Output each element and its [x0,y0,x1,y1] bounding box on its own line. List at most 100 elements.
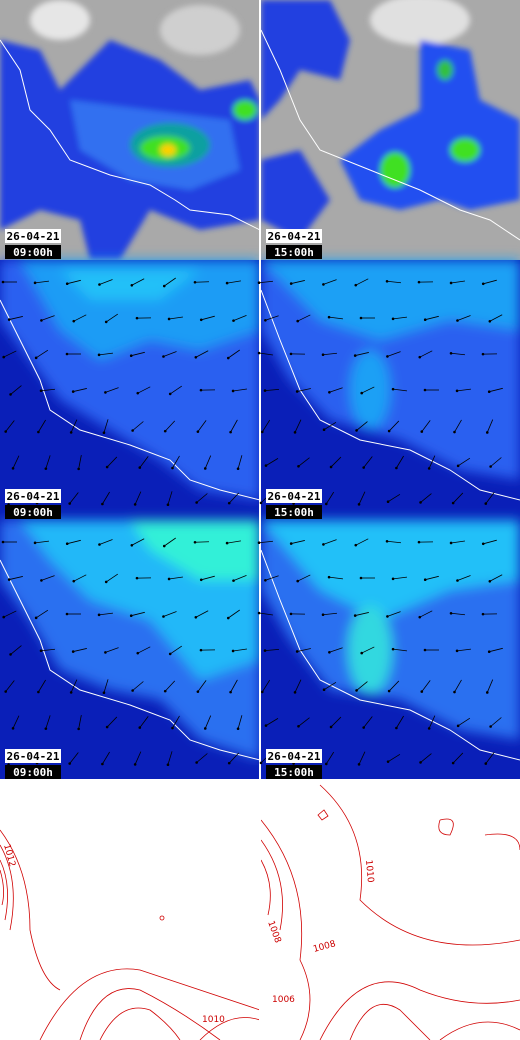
wind-arrow [70,419,78,433]
wind-arrow-head [297,725,300,728]
wind-arrow [323,279,337,285]
wind-arrow [356,681,368,691]
date-label: 26-04-21 [7,490,60,503]
wind-arrow [297,574,311,582]
wind-arrow-head [136,651,140,655]
wind-arrow [169,576,183,580]
wind-arrow-head [484,762,488,765]
wind-arrow [393,388,407,392]
wind-arrow [164,537,176,547]
wind-arrow-head [203,467,207,470]
wind-arrow-head [231,389,235,393]
wind-arrow-head [423,318,427,321]
wind-arrow-head [236,467,240,471]
wind-arrow [396,715,404,729]
wind-arrow-head [199,648,203,652]
wind-arrow-head [484,502,488,505]
wind-arrow [45,715,51,729]
wind-arrow-head [357,763,361,766]
wind-arrow-head [259,761,263,765]
wind-arrow-head [257,351,261,355]
wind-arrow-head [44,727,48,730]
wind-arrow-head [420,690,424,693]
wind-arrow [323,421,337,431]
wind-arrow-head [232,319,235,322]
wind-arrow [105,647,119,653]
wind-arrow-head [71,390,75,393]
wind-panel-right [261,260,520,520]
wind-arrow-head [7,318,11,321]
wind-arrow [201,575,215,581]
wind-arrow-head [324,502,328,506]
wind-arrow-head [453,430,456,434]
wind-arrow-head [327,575,331,579]
wind-arrow [169,316,183,320]
wind-arrow [486,679,494,693]
wind-arrow [457,648,471,652]
wind-arrow-head [427,727,431,730]
wind-arrow [294,419,302,433]
wind-arrow [396,455,404,469]
date-box [5,229,61,243]
wind-arrow-head [69,691,73,694]
wind-arrow [298,457,310,467]
wind-arrow-head [260,430,264,434]
time-label: 15:00h [274,766,314,779]
wind-arrow [41,575,55,581]
wind-arrow-head [296,319,300,323]
wind-arrow-head [34,356,38,360]
wind-arrow-head [263,649,267,652]
wind-arrow [322,612,338,616]
wind-arrow [329,316,343,320]
wind-arrow [9,576,23,580]
wind-arrow-head [324,762,328,766]
wind-arrow-head [488,319,492,323]
wind-arrow-head [264,578,267,582]
wind-arrow-head [77,727,80,731]
wind-arrow-head [391,387,395,391]
wind-arrow-head [362,726,365,729]
wind-arrow-head [322,688,326,692]
wind-arrow-head [257,281,261,285]
wind-arrow-head [72,319,76,323]
wind-arrow [137,386,151,394]
wind-arrow-head [4,430,7,433]
wind-arrow-head [229,430,232,434]
wind-arrow [164,420,176,432]
wind-arrow [355,352,369,356]
wind-arrow [5,680,15,692]
wind-arrow [204,455,212,469]
wind-arrow [264,648,280,652]
wind-arrow [102,751,110,765]
wind-arrow-head [423,578,427,581]
wind-arrow-head [322,428,326,432]
contour-label: 1008 [265,920,282,945]
wind-arrow-head [163,429,167,433]
wind-arrow-head [456,579,459,582]
wind-arrow [457,315,471,321]
wind-arrow-head [225,541,229,545]
wind-arrow-head [68,762,71,765]
wind-arrow [139,456,149,468]
wind-arrow [358,751,366,765]
wind-arrow-head [162,544,166,548]
wind-arrow [10,385,22,395]
divider [259,0,261,1040]
precip-panel-left [0,0,259,260]
time-box [266,505,322,519]
wind-arrow-head [102,691,106,694]
wind-arrow-head [487,390,491,393]
wind-arrow-head [2,355,6,359]
wind-arrow [483,539,497,545]
wind-arrow [329,647,343,653]
wind-arrow-head [162,355,165,358]
date-label: 26-04-21 [7,750,60,763]
time-label: 15:00h [274,506,314,519]
wind-arrow [228,609,240,619]
wind-arrow-head [135,316,139,320]
wind-arrow-head [354,543,358,547]
time-label: 09:00h [13,766,53,779]
wind-arrow [35,540,49,544]
time-label: 09:00h [13,246,53,259]
